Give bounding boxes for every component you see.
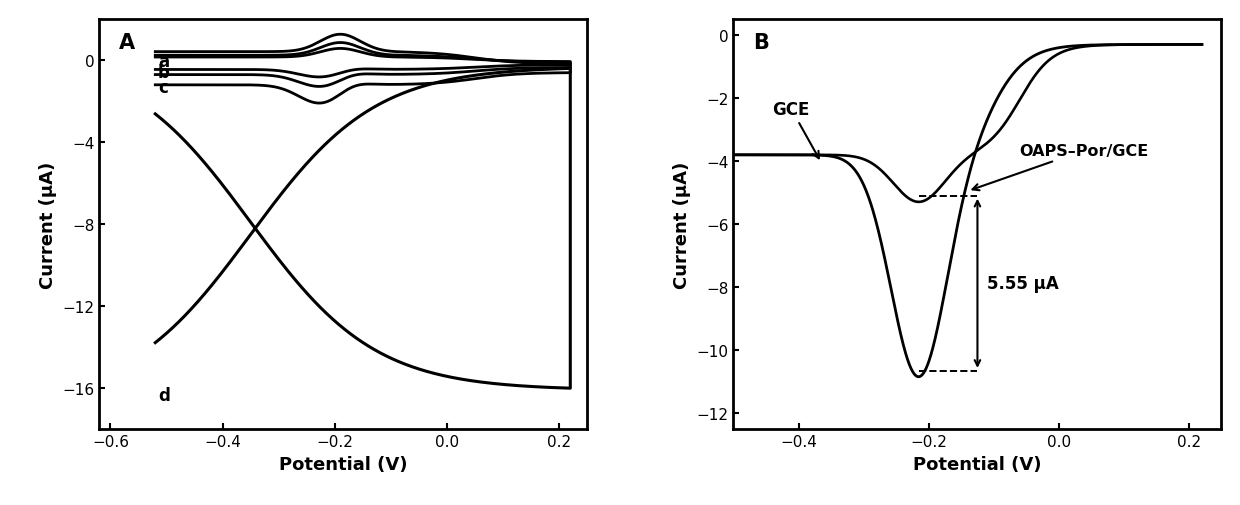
Text: B: B [753,32,769,53]
Text: OAPS–Por/GCE: OAPS–Por/GCE [972,143,1149,191]
Y-axis label: Current (μA): Current (μA) [673,161,691,288]
Text: d: d [157,387,170,405]
Text: b: b [157,64,170,81]
Text: GCE: GCE [773,100,818,159]
Text: a: a [157,53,169,71]
X-axis label: Potential (V): Potential (V) [279,454,408,473]
X-axis label: Potential (V): Potential (V) [913,454,1042,473]
Text: c: c [157,79,167,97]
Text: A: A [119,32,135,53]
Y-axis label: Current (μA): Current (μA) [38,161,57,288]
Text: 5.55 μA: 5.55 μA [987,275,1059,293]
